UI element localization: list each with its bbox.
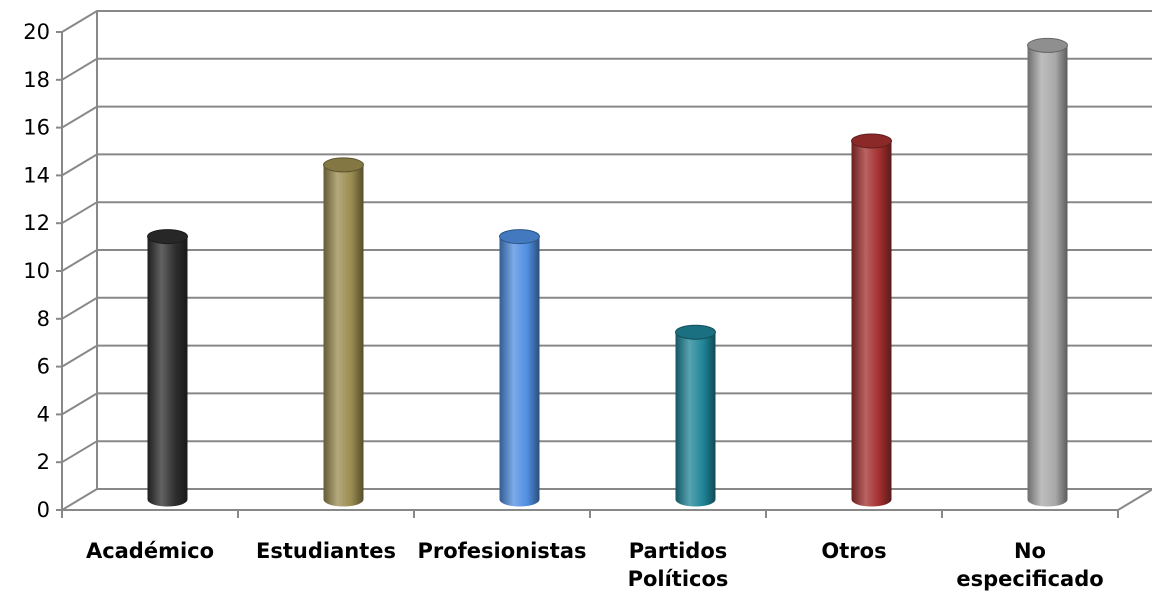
y-axis-ticks: 0 2 4 6 8 10 12 14 16 18 20 xyxy=(23,20,62,522)
bar-academico xyxy=(147,229,188,507)
bar-body xyxy=(147,236,188,507)
floor-front-edge xyxy=(62,488,1152,511)
y-tick-label: 20 xyxy=(23,20,50,44)
bar-body xyxy=(1027,45,1068,507)
bar-top xyxy=(851,133,892,149)
gridline xyxy=(61,488,1152,511)
bar-top xyxy=(499,229,540,245)
bar-otros xyxy=(851,133,892,507)
gridline xyxy=(61,201,1152,225)
gridline xyxy=(61,10,1152,33)
x-label-otros: Otros xyxy=(821,539,886,563)
bar-no-especificado xyxy=(1027,37,1068,507)
bar-body xyxy=(675,332,716,507)
x-label-academico: Académico xyxy=(86,539,214,563)
x-label-partidos-politicos: Partidos Políticos xyxy=(628,539,729,591)
gridline xyxy=(61,296,1152,320)
y-tick-label: 12 xyxy=(23,211,50,235)
y-tick-label: 10 xyxy=(23,259,50,283)
bar-top xyxy=(675,324,716,340)
x-label-no-especificado: No especificado xyxy=(956,539,1103,591)
gridline xyxy=(61,153,1152,177)
gridline xyxy=(61,440,1152,464)
gridlines xyxy=(61,10,1152,511)
chart-walls xyxy=(61,11,1152,511)
gridline xyxy=(61,105,1152,129)
gridline xyxy=(61,392,1152,416)
y-tick-label: 14 xyxy=(23,163,50,187)
bar-profesionistas xyxy=(499,229,540,507)
y-tick-label: 0 xyxy=(37,498,50,522)
gridline xyxy=(61,344,1152,368)
y-tick-label: 4 xyxy=(37,402,50,426)
y-tick-label: 8 xyxy=(37,307,50,331)
y-tick-label: 18 xyxy=(23,68,50,92)
gridline xyxy=(61,57,1152,81)
bar-body xyxy=(323,164,364,507)
bar-top xyxy=(1027,37,1068,53)
bar-partidos-politicos xyxy=(675,324,716,507)
x-label-estudiantes: Estudiantes xyxy=(256,539,396,563)
bar-body xyxy=(851,141,892,507)
bar-estudiantes xyxy=(323,157,364,507)
bars xyxy=(147,37,1068,507)
y-tick-label: 2 xyxy=(37,450,50,474)
x-label-profesionistas: Profesionistas xyxy=(417,539,586,563)
x-axis-labels: Académico Estudiantes Profesionistas Partid… xyxy=(61,510,1119,591)
bar-body xyxy=(499,236,540,507)
y-tick-label: 16 xyxy=(23,116,50,140)
bar-top xyxy=(323,157,364,173)
y-tick-label: 6 xyxy=(37,355,50,379)
gridline xyxy=(61,249,1152,272)
bar-top xyxy=(147,229,188,245)
